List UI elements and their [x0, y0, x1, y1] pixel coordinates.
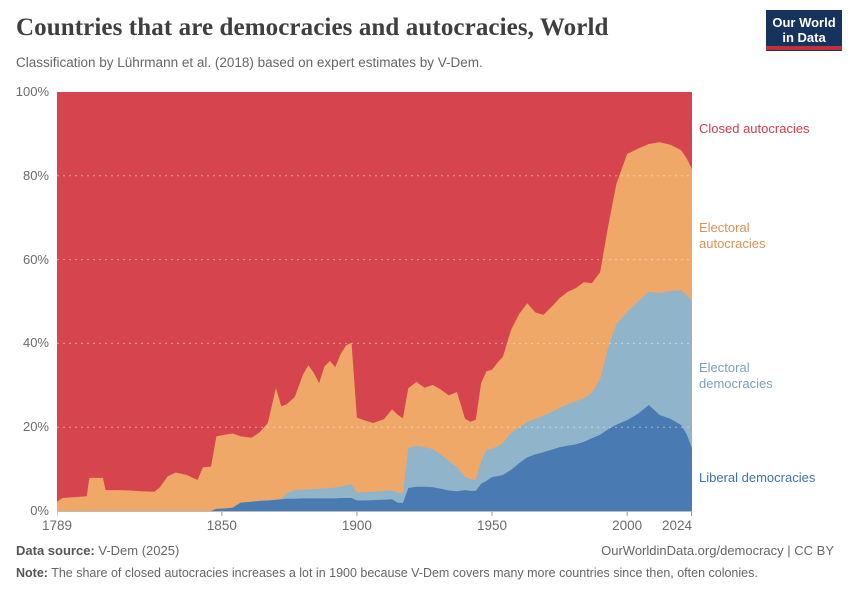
chart-footer: Data source: V-Dem (2025) OurWorldinData…	[16, 542, 834, 581]
y-axis-label-60%: 60%	[22, 251, 49, 267]
x-axis-labels: 1789 1850 1900 1950 2000 2024	[42, 518, 692, 536]
note-label: Note:	[16, 566, 48, 580]
data-source-value: V-Dem (2025)	[94, 543, 180, 558]
owid-logo-line2: in Data	[782, 30, 826, 45]
owid-logo-line1: Our World	[772, 15, 836, 30]
x-axis-label-2000: 2000	[612, 518, 643, 533]
data-source-label: Data source:	[16, 543, 95, 558]
y-axis-label-100%: 100%	[15, 84, 49, 99]
y-axis-label-0%: 0%	[30, 503, 49, 518]
x-axis-label-1900: 1900	[341, 518, 372, 533]
legend-item-closed-autocracies[interactable]: Closed autocracies	[699, 121, 810, 136]
chart-subtitle: Classification by Lührmann et al. (2018)…	[16, 55, 483, 70]
area-electoral-autocracies	[57, 142, 692, 512]
data-source-line: Data source: V-Dem (2025)	[16, 542, 179, 559]
legend-item-electoral-democracies[interactable]: Electoral democracies	[699, 360, 773, 391]
y-axis-label-80%: 80%	[22, 167, 49, 183]
chart-note: Note: The share of closed autocracies in…	[16, 565, 834, 581]
x-axis-label-1850: 1850	[206, 518, 237, 533]
y-axis-labels: 0% 20% 40% 60% 80% 100%	[0, 84, 57, 518]
owid-logo[interactable]: Our World in Data	[766, 10, 842, 51]
stacked-area-chart	[57, 92, 692, 516]
legend-item-electoral-autocracies[interactable]: Electoral autocracies	[699, 220, 766, 251]
x-axis-label-1789: 1789	[41, 518, 73, 533]
area-liberal-democracies	[57, 405, 692, 511]
page-title: Countries that are democracies and autoc…	[16, 14, 609, 41]
x-axis-label-1950: 1950	[477, 518, 508, 533]
x-axis-label-2024: 2024	[661, 518, 692, 533]
note-text: The share of closed autocracies increase…	[47, 566, 758, 580]
y-axis-label-40%: 40%	[22, 335, 49, 351]
owid-logo-red-bar	[766, 46, 842, 50]
legend-item-liberal-democracies[interactable]: Liberal democracies	[699, 470, 816, 485]
credit-link[interactable]: OurWorldinData.org/democracy | CC BY	[601, 543, 834, 558]
y-axis-label-20%: 20%	[22, 419, 49, 435]
chart-legend: Closed autocracies Electoral autocracies…	[699, 92, 849, 511]
